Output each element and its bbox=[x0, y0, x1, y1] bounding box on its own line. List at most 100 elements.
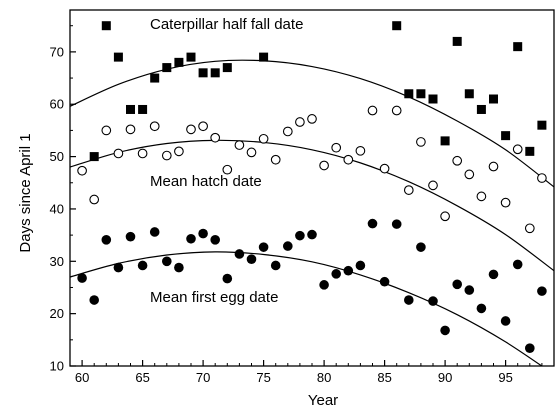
data-point-first-egg bbox=[355, 260, 366, 271]
x-tick-label: 90 bbox=[438, 370, 452, 385]
data-point-caterpillar bbox=[89, 152, 99, 162]
data-point-hatch bbox=[464, 169, 475, 180]
data-point-caterpillar bbox=[537, 120, 547, 130]
data-point-first-egg bbox=[162, 256, 172, 267]
data-point-caterpillar bbox=[525, 146, 535, 156]
data-point-first-egg bbox=[428, 296, 438, 306]
data-point-hatch bbox=[331, 142, 342, 153]
data-point-hatch bbox=[198, 121, 208, 132]
y-tick-label: 60 bbox=[50, 97, 64, 112]
y-tick-label: 50 bbox=[50, 149, 64, 164]
data-point-first-egg bbox=[270, 260, 281, 271]
data-point-hatch bbox=[137, 148, 148, 159]
data-point-first-egg bbox=[137, 260, 148, 271]
data-point-hatch bbox=[500, 197, 511, 208]
data-point-first-egg bbox=[174, 262, 184, 273]
annotation-first-egg: Mean first egg date bbox=[150, 289, 278, 306]
data-point-first-egg bbox=[113, 262, 124, 273]
x-tick-label: 75 bbox=[256, 370, 270, 385]
x-tick-label: 95 bbox=[498, 370, 512, 385]
annotation-caterpillar: Caterpillar half fall date bbox=[150, 16, 303, 33]
data-point-first-egg bbox=[125, 231, 136, 242]
data-point-hatch bbox=[524, 223, 535, 234]
data-point-hatch bbox=[161, 150, 172, 161]
y-tick-label: 70 bbox=[50, 44, 64, 59]
data-point-caterpillar bbox=[174, 57, 184, 67]
x-tick-label: 60 bbox=[75, 370, 89, 385]
data-point-hatch bbox=[367, 105, 378, 116]
data-point-caterpillar bbox=[476, 104, 486, 114]
data-point-caterpillar bbox=[101, 21, 111, 31]
data-point-hatch bbox=[270, 154, 281, 165]
data-point-hatch bbox=[403, 185, 414, 195]
trend-line-hatch bbox=[70, 139, 554, 272]
data-point-hatch bbox=[391, 105, 402, 116]
x-axis-title: Year bbox=[308, 392, 338, 409]
data-point-hatch bbox=[488, 161, 499, 172]
data-point-hatch bbox=[512, 144, 523, 155]
data-point-first-egg bbox=[440, 325, 450, 336]
data-point-first-egg bbox=[500, 316, 511, 326]
data-point-hatch bbox=[295, 117, 305, 127]
annotation-hatch: Mean hatch date bbox=[150, 173, 262, 190]
data-point-first-egg bbox=[488, 269, 499, 280]
data-point-hatch bbox=[77, 165, 87, 176]
data-point-first-egg bbox=[295, 230, 305, 241]
data-point-hatch bbox=[186, 124, 196, 135]
data-point-caterpillar bbox=[392, 21, 402, 31]
data-point-caterpillar bbox=[416, 89, 426, 99]
data-point-first-egg bbox=[234, 249, 245, 259]
data-point-caterpillar bbox=[162, 63, 172, 73]
data-point-caterpillar bbox=[138, 104, 148, 114]
y-tick-label: 40 bbox=[50, 201, 64, 216]
data-point-first-egg bbox=[367, 218, 378, 229]
data-point-hatch bbox=[440, 211, 450, 222]
data-point-hatch bbox=[282, 126, 293, 137]
data-point-hatch bbox=[476, 191, 487, 202]
data-point-caterpillar bbox=[452, 36, 462, 46]
data-point-first-egg bbox=[464, 285, 475, 295]
data-point-hatch bbox=[113, 148, 124, 159]
data-point-hatch bbox=[149, 121, 160, 132]
data-point-first-egg bbox=[186, 233, 196, 244]
data-point-first-egg bbox=[391, 219, 402, 229]
data-point-caterpillar bbox=[404, 89, 414, 99]
y-tick-label: 10 bbox=[50, 359, 64, 374]
data-point-caterpillar bbox=[222, 63, 232, 73]
data-point-first-egg bbox=[379, 276, 390, 287]
data-point-first-egg bbox=[452, 279, 463, 290]
data-point-first-egg bbox=[525, 343, 535, 354]
data-point-caterpillar bbox=[113, 52, 123, 62]
y-tick-label: 30 bbox=[50, 254, 64, 269]
trend-line-caterpillar bbox=[70, 59, 554, 188]
data-point-caterpillar bbox=[150, 73, 160, 83]
data-point-first-egg bbox=[343, 265, 354, 276]
data-point-first-egg bbox=[416, 242, 426, 252]
data-point-caterpillar bbox=[126, 104, 135, 114]
data-point-first-egg bbox=[319, 280, 329, 290]
data-point-first-egg bbox=[246, 254, 257, 264]
y-tick-label: 20 bbox=[50, 306, 64, 321]
data-point-first-egg bbox=[307, 229, 317, 240]
data-point-hatch bbox=[210, 132, 221, 143]
trend-line-first-egg bbox=[70, 251, 543, 366]
data-point-first-egg bbox=[89, 295, 99, 305]
data-point-first-egg bbox=[149, 227, 160, 237]
data-point-first-egg bbox=[210, 235, 220, 245]
data-point-hatch bbox=[307, 114, 317, 124]
x-tick-label: 80 bbox=[317, 370, 331, 385]
data-point-hatch bbox=[537, 173, 547, 183]
data-point-first-egg bbox=[512, 259, 523, 270]
data-point-caterpillar bbox=[464, 89, 474, 99]
data-point-hatch bbox=[319, 160, 329, 171]
data-point-hatch bbox=[452, 155, 463, 166]
data-point-caterpillar bbox=[428, 94, 438, 104]
data-point-hatch bbox=[222, 164, 233, 175]
y-axis-title: Days since April 1 bbox=[17, 133, 34, 252]
data-point-hatch bbox=[89, 194, 100, 205]
data-point-hatch bbox=[125, 124, 136, 135]
data-point-hatch bbox=[174, 146, 184, 157]
data-point-hatch bbox=[246, 147, 257, 158]
data-point-first-egg bbox=[537, 286, 547, 296]
